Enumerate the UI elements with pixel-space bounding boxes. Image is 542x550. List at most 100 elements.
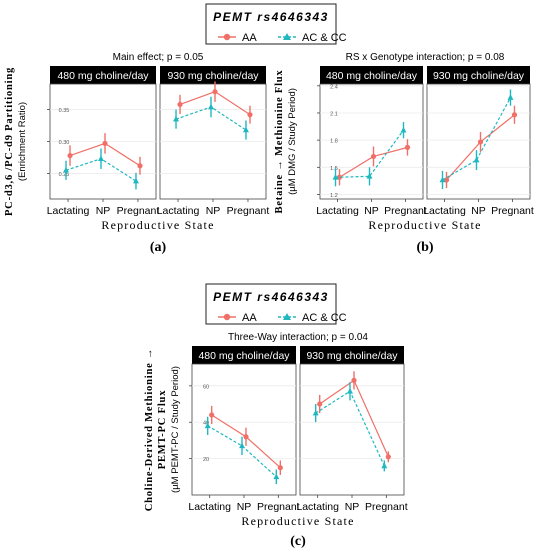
panel-a-aa-point — [67, 152, 73, 159]
panel-b-panel-label: (b) — [416, 240, 433, 255]
panel-a-accc-point — [243, 126, 249, 133]
panel-c-aa-point — [209, 412, 215, 418]
panel-a-xtick-label: Lactating — [47, 205, 90, 217]
panel-b-aa-point — [477, 139, 484, 145]
panel-c-xtick-label: NP — [237, 501, 252, 513]
bottom-legend-title: PEMT rs4646343 — [213, 290, 329, 304]
panel-c-accc-point — [347, 387, 353, 394]
top-legend-accc-marker — [283, 33, 291, 40]
panel-c-facet-frame-2 — [299, 363, 405, 496]
panel-a-xtick-label: NP — [206, 205, 221, 217]
panel-c-ylabel-line2: PEMT-PC Flux — [157, 390, 168, 470]
panel-c-aa-point — [317, 401, 323, 407]
panel-c-xtick-label: Pregnant — [257, 501, 300, 513]
panel-a-strip-2 — [160, 66, 266, 84]
panel-a-ytick-label: 0.25 — [59, 172, 70, 178]
panel-c-ytick-label: 20 — [203, 457, 209, 463]
panel-b-strip-label-1: 480 mg choline/day — [326, 70, 418, 82]
top-legend-aa-marker — [223, 33, 231, 41]
panel-c-panel-label: (c) — [290, 534, 306, 549]
panel-b-strip-label-2: 930 mg choline/day — [433, 70, 525, 82]
panel-a-accc-point — [98, 155, 104, 162]
panel-a-accc-point — [173, 115, 179, 122]
panel-c-ytick-label: 60 — [203, 384, 209, 390]
panel-a-ylabel-sub: (Enrichment Ratio) — [17, 102, 28, 181]
panel-b-ylabel: Betaine → Methionine Flux — [274, 70, 285, 214]
panel-a-aa-point — [212, 89, 218, 95]
panel-b-ytick-label: 1.2 — [330, 193, 338, 199]
panel-a-strip-1 — [50, 66, 156, 84]
panel-b-strip-2 — [427, 66, 530, 84]
panel-a-aa-point — [247, 112, 253, 118]
top-legend: PEMT rs4646343 AA AC & CC — [205, 3, 347, 45]
panel-a-accc-point — [63, 166, 69, 173]
panel-c-xtick-label: Lactating — [188, 501, 231, 513]
panel-b-aa-point — [370, 153, 377, 160]
panel-b-aa-point — [511, 112, 518, 118]
panel-c-chart: Three-Way interaction; p = 0.04 480 mg ch… — [144, 332, 408, 549]
panel-b-xtick-label: NP — [364, 205, 379, 217]
bottom-legend: PEMT rs4646343 AA AC & CC — [205, 283, 347, 325]
top-legend-accc-label: AC & CC — [302, 32, 347, 44]
panel-c-aa-point — [277, 465, 283, 471]
panel-a-panel-label: (a) — [150, 240, 167, 255]
panel-b-ytick-label: 2.1 — [330, 111, 338, 117]
panel-c-ytick-label: 40 — [203, 421, 209, 427]
panel-a-accc-point — [208, 103, 214, 110]
panel-c-xtick-label: NP — [345, 501, 360, 513]
panel-c-series-accc-line — [207, 425, 277, 478]
panel-b-accc-point — [400, 126, 407, 133]
panel-b-chart: RS x Genotype interaction; p = 0.08 480 m… — [274, 52, 534, 255]
panel-a-aa-point — [177, 101, 183, 108]
panel-a-aa-point — [102, 140, 108, 147]
panel-a-xtick-label: Pregnant — [117, 205, 160, 217]
panel-c-title: Three-Way interaction; p = 0.04 — [228, 332, 368, 343]
panel-c-strip-label-2: 930 mg choline/day — [306, 350, 398, 362]
panel-c-accc-point — [273, 473, 280, 480]
panel-b-xtick-label: Lactating — [316, 205, 359, 217]
panel-a-accc-point — [133, 177, 139, 184]
bottom-legend-accc-marker — [283, 313, 291, 320]
panel-c-xtick-label: Lactating — [296, 501, 339, 513]
panel-b-xtick-label: NP — [471, 205, 486, 217]
panel-b-ytick-label: 1.8 — [330, 139, 338, 145]
panel-b-xtick-label: Pregnant — [491, 205, 534, 217]
panel-b-accc-point — [332, 173, 339, 180]
panel-b-accc-point — [507, 94, 514, 100]
panel-b-strip-1 — [320, 66, 423, 84]
panel-b-accc-point — [473, 156, 480, 163]
top-legend-title: PEMT rs4646343 — [213, 10, 329, 24]
panel-a-strip-label-1: 480 mg choline/day — [57, 70, 149, 82]
panel-c-accc-point — [239, 442, 245, 449]
panel-b-aa-point — [404, 144, 411, 150]
panel-a-xlabel: Reproductive State — [101, 218, 214, 232]
panel-a-xtick-label: Lactating — [157, 205, 200, 217]
panel-b-aa-point — [336, 174, 343, 180]
panel-c-aa-point — [351, 377, 357, 383]
panel-b-xlabel: Reproductive State — [368, 218, 481, 232]
panel-c-ylabel-sub: (µM PEMT-PC / Study Period) — [170, 366, 181, 493]
bottom-legend-aa-label: AA — [242, 312, 257, 324]
panel-b-series-accc-line — [335, 129, 404, 178]
panel-a-title: Main effect; p = 0.05 — [113, 52, 204, 63]
panel-a-aa-point — [137, 163, 143, 169]
top-legend-aa-label: AA — [242, 32, 257, 44]
panel-c-aa-point — [243, 434, 249, 440]
panel-b-xtick-label: Pregnant — [384, 205, 427, 217]
panel-a-xtick-label: NP — [96, 205, 111, 217]
panel-b-ytick-label: 2.4 — [330, 84, 338, 90]
panel-c-accc-point — [312, 409, 319, 416]
panel-c-xlabel: Reproductive State — [241, 514, 354, 528]
panel-b-accc-point — [366, 173, 373, 179]
panel-c-xtick-label: Pregnant — [365, 501, 408, 513]
panel-a-ylabel: PC-d3,6 /PC-d9 Partitioning — [4, 67, 15, 216]
bottom-legend-aa-marker — [223, 313, 231, 321]
panel-b-ylabel-sub: (µM DMG / Study Period) — [287, 88, 298, 195]
bottom-legend-accc-label: AC & CC — [302, 312, 347, 324]
panel-a-ytick-label: 0.35 — [59, 108, 70, 114]
panel-c-accc-point — [381, 462, 388, 469]
panel-b-xtick-label: Lactating — [423, 205, 466, 217]
panel-b-accc-point — [439, 176, 446, 183]
panel-c-strip-2 — [300, 346, 404, 364]
